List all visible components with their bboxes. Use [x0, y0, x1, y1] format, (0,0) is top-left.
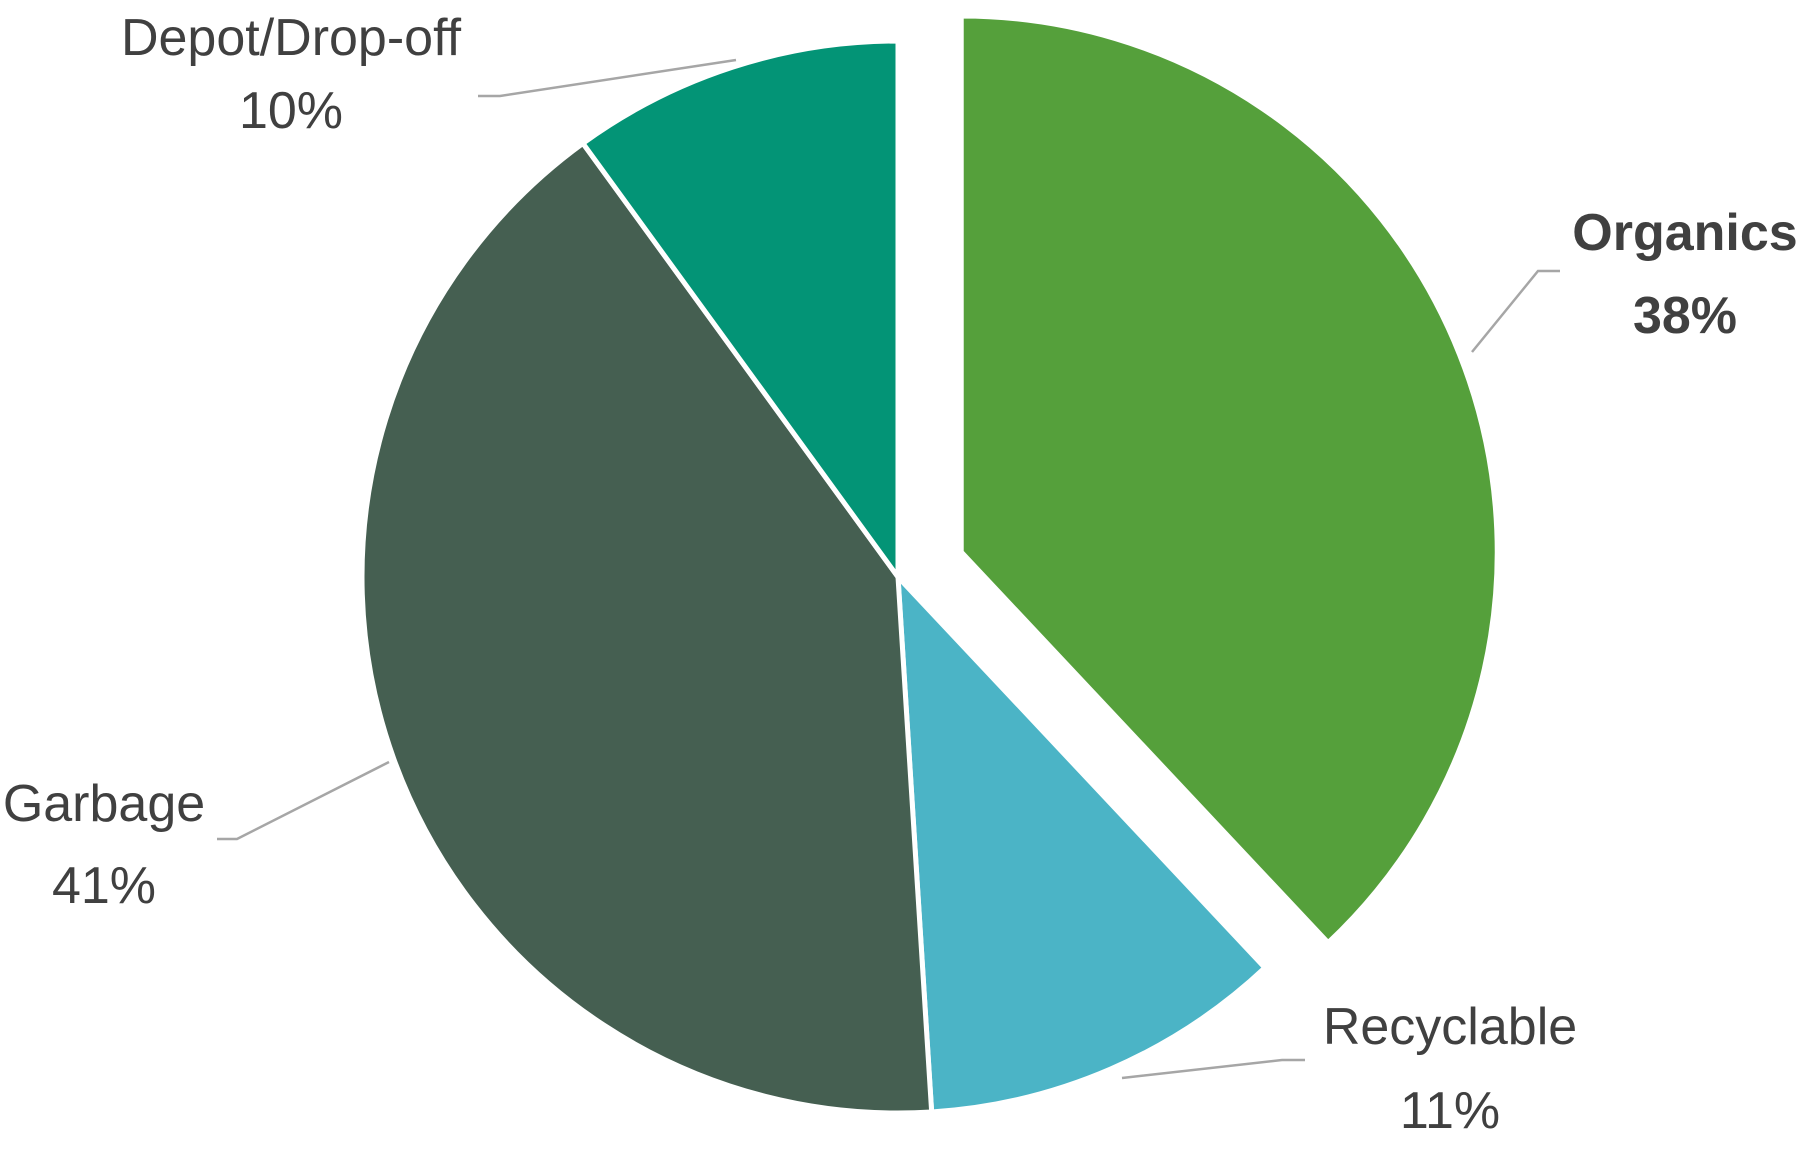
pie-slices	[359, 13, 1500, 1116]
slice-value-organics: 38%	[1633, 287, 1737, 345]
slice-label-recyclable: Recyclable	[1323, 998, 1577, 1056]
leader-line-depot-drop-off	[478, 58, 737, 98]
slice-labels: Organics 38% Recyclable 11% Garbage 41% Depot/…	[3, 9, 1798, 1140]
pie-slice-depot-drop-off	[580, 38, 901, 580]
slice-label-organics: Organics	[1572, 204, 1797, 262]
slice-value-recyclable: 11%	[1400, 1082, 1500, 1140]
pie-slice-recyclable	[895, 574, 1268, 1115]
leader-lines	[217, 58, 1560, 1080]
leader-line-organics	[1471, 269, 1560, 353]
pie-slice-garbage	[359, 140, 935, 1116]
leader-line-garbage	[217, 760, 390, 841]
slice-label-depot-drop-off: Depot/Drop-off	[121, 9, 462, 67]
leader-line-recyclable	[1121, 1058, 1305, 1080]
slice-value-garbage: 41%	[52, 857, 156, 915]
pie-slice-organics	[958, 13, 1500, 946]
slice-value-depot-drop-off: 10%	[239, 82, 343, 140]
slice-label-garbage: Garbage	[3, 775, 205, 833]
